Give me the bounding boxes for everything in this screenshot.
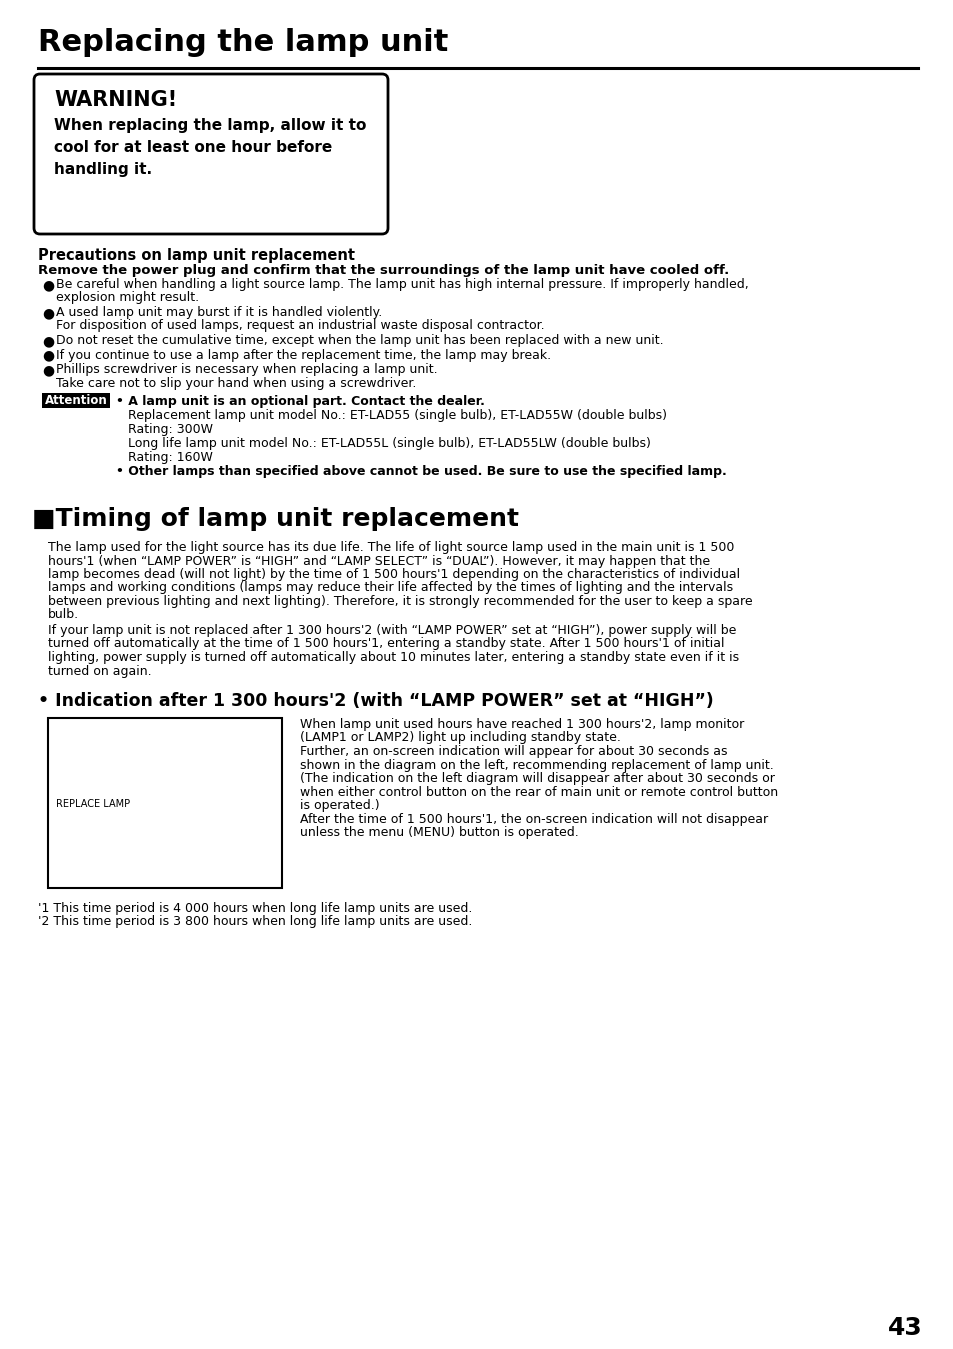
Text: '1 This time period is 4 000 hours when long life lamp units are used.: '1 This time period is 4 000 hours when …	[38, 902, 472, 915]
Text: Rating: 160W: Rating: 160W	[116, 451, 213, 464]
Text: handling it.: handling it.	[54, 162, 152, 177]
Text: Do not reset the cumulative time, except when the lamp unit has been replaced wi: Do not reset the cumulative time, except…	[56, 335, 663, 347]
Text: turned off automatically at the time of 1 500 hours'1, entering a standby state.: turned off automatically at the time of …	[48, 638, 723, 650]
Text: REPLACE LAMP: REPLACE LAMP	[56, 799, 130, 809]
Text: When lamp unit used hours have reached 1 300 hours'2, lamp monitor: When lamp unit used hours have reached 1…	[299, 718, 743, 731]
Text: cool for at least one hour before: cool for at least one hour before	[54, 140, 332, 155]
Text: lamp becomes dead (will not light) by the time of 1 500 hours'1 depending on the: lamp becomes dead (will not light) by th…	[48, 568, 740, 581]
Text: ■Timing of lamp unit replacement: ■Timing of lamp unit replacement	[32, 507, 518, 532]
Text: turned on again.: turned on again.	[48, 665, 152, 677]
Text: The lamp used for the light source has its due life. The life of light source la: The lamp used for the light source has i…	[48, 541, 734, 554]
Text: • Indication after 1 300 hours'2 (with “LAMP POWER” set at “HIGH”): • Indication after 1 300 hours'2 (with “…	[38, 692, 713, 710]
Text: between previous lighting and next lighting). Therefore, it is strongly recommen: between previous lighting and next light…	[48, 595, 752, 608]
Bar	[42, 393, 110, 407]
Text: Remove the power plug and confirm that the surroundings of the lamp unit have co: Remove the power plug and confirm that t…	[38, 264, 728, 277]
Text: When replacing the lamp, allow it to: When replacing the lamp, allow it to	[54, 117, 366, 134]
Text: 43: 43	[886, 1317, 922, 1340]
Text: If you continue to use a lamp after the replacement time, the lamp may break.: If you continue to use a lamp after the …	[56, 348, 551, 362]
Text: WARNING!: WARNING!	[54, 90, 177, 111]
Text: bulb.: bulb.	[48, 608, 79, 622]
Text: If your lamp unit is not replaced after 1 300 hours'2 (with “LAMP POWER” set at : If your lamp unit is not replaced after …	[48, 625, 736, 637]
Text: Be careful when handling a light source lamp. The lamp unit has high internal pr: Be careful when handling a light source …	[56, 278, 748, 291]
Text: ●: ●	[42, 306, 54, 320]
Text: Take care not to slip your hand when using a screwdriver.: Take care not to slip your hand when usi…	[56, 376, 416, 390]
Text: '2 This time period is 3 800 hours when long life lamp units are used.: '2 This time period is 3 800 hours when …	[38, 916, 472, 928]
Text: A used lamp unit may burst if it is handled violently.: A used lamp unit may burst if it is hand…	[56, 306, 382, 318]
Text: ●: ●	[42, 335, 54, 348]
Text: ●: ●	[42, 363, 54, 376]
Text: ●: ●	[42, 278, 54, 291]
Text: Long life lamp unit model No.: ET-LAD55L (single bulb), ET-LAD55LW (double bulbs: Long life lamp unit model No.: ET-LAD55L…	[116, 437, 650, 451]
Text: explosion might result.: explosion might result.	[56, 291, 199, 305]
Text: For disposition of used lamps, request an industrial waste disposal contractor.: For disposition of used lamps, request a…	[56, 320, 544, 332]
Text: Further, an on-screen indication will appear for about 30 seconds as: Further, an on-screen indication will ap…	[299, 745, 727, 758]
Text: ●: ●	[42, 348, 54, 363]
Text: Rating: 300W: Rating: 300W	[116, 424, 213, 436]
Text: Phillips screwdriver is necessary when replacing a lamp unit.: Phillips screwdriver is necessary when r…	[56, 363, 437, 376]
Text: After the time of 1 500 hours'1, the on-screen indication will not disappear: After the time of 1 500 hours'1, the on-…	[299, 812, 767, 826]
Text: Precautions on lamp unit replacement: Precautions on lamp unit replacement	[38, 248, 355, 263]
Text: lighting, power supply is turned off automatically about 10 minutes later, enter: lighting, power supply is turned off aut…	[48, 652, 739, 664]
Text: (The indication on the left diagram will disappear after about 30 seconds or: (The indication on the left diagram will…	[299, 772, 774, 785]
Text: is operated.): is operated.)	[299, 799, 379, 812]
Text: Replacement lamp unit model No.: ET-LAD55 (single bulb), ET-LAD55W (double bulbs: Replacement lamp unit model No.: ET-LAD5…	[116, 409, 666, 422]
Text: • A lamp unit is an optional part. Contact the dealer.: • A lamp unit is an optional part. Conta…	[116, 395, 484, 407]
Text: Attention: Attention	[45, 394, 108, 407]
Text: (LAMP1 or LAMP2) light up including standby state.: (LAMP1 or LAMP2) light up including stan…	[299, 731, 620, 745]
Text: shown in the diagram on the left, recommending replacement of lamp unit.: shown in the diagram on the left, recomm…	[299, 758, 773, 772]
Text: when either control button on the rear of main unit or remote control button: when either control button on the rear o…	[299, 785, 778, 799]
Text: hours'1 (when “LAMP POWER” is “HIGH” and “LAMP SELECT” is “DUAL”). However, it m: hours'1 (when “LAMP POWER” is “HIGH” and…	[48, 554, 709, 568]
FancyBboxPatch shape	[34, 74, 388, 233]
Text: • Other lamps than specified above cannot be used. Be sure to use the specified : • Other lamps than specified above canno…	[116, 465, 726, 478]
Text: unless the menu (MENU) button is operated.: unless the menu (MENU) button is operate…	[299, 826, 578, 839]
Text: Replacing the lamp unit: Replacing the lamp unit	[38, 28, 448, 57]
Bar	[48, 718, 282, 888]
Text: lamps and working conditions (lamps may reduce their life affected by the times : lamps and working conditions (lamps may …	[48, 581, 732, 595]
